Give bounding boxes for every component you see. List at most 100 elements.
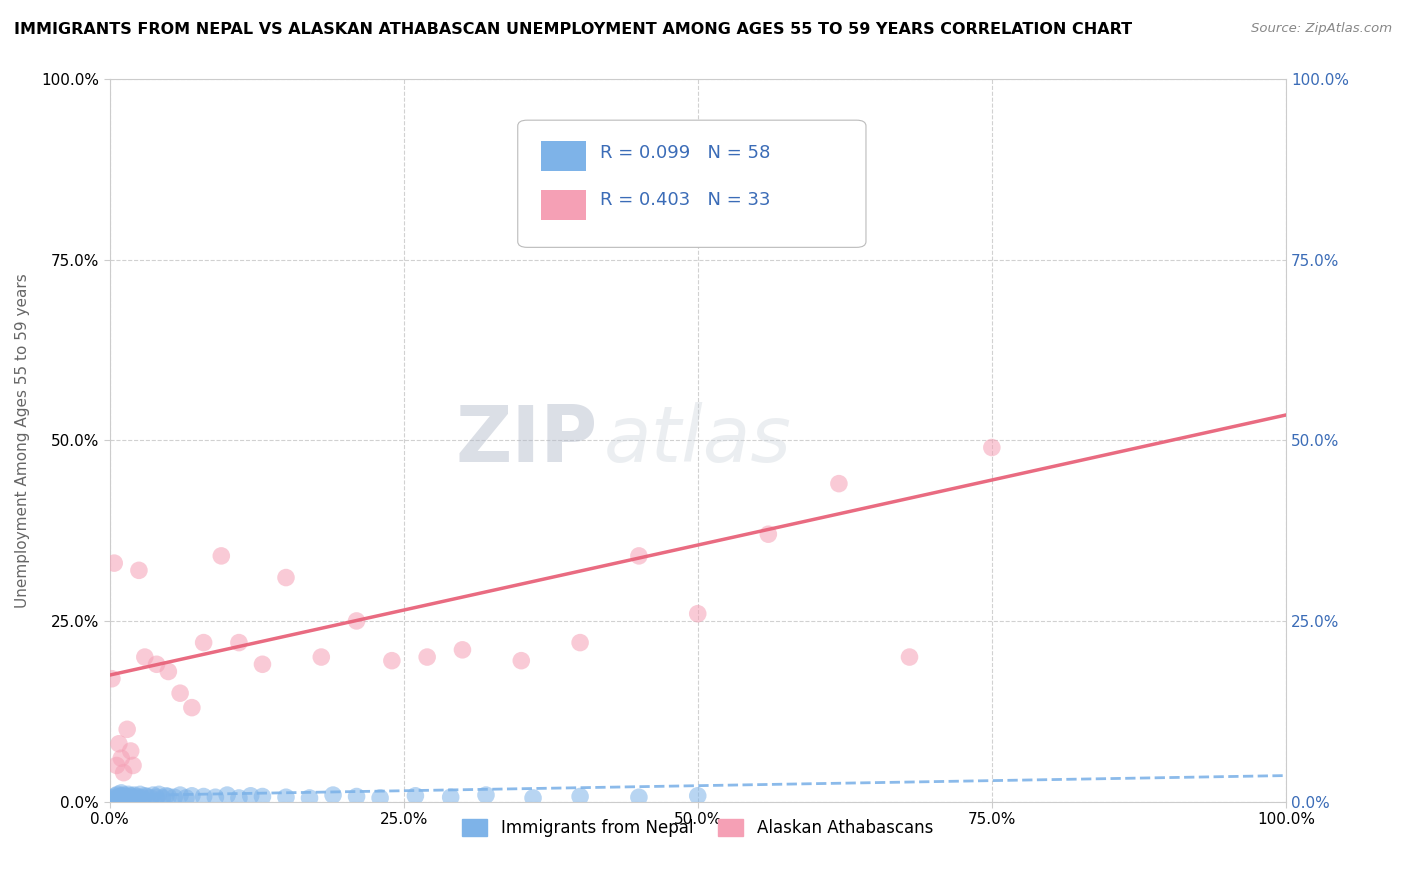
Point <box>204 790 226 805</box>
Point <box>107 788 129 802</box>
Point <box>117 788 139 802</box>
Point <box>381 654 404 668</box>
Point <box>122 791 145 805</box>
Point <box>142 788 165 802</box>
Point <box>110 751 132 765</box>
Point <box>274 790 297 805</box>
Point <box>180 789 202 803</box>
Point <box>108 791 131 805</box>
Point <box>134 650 156 665</box>
Point <box>209 549 232 563</box>
Point <box>163 790 186 805</box>
Text: ZIP: ZIP <box>456 402 598 478</box>
Point <box>322 788 344 802</box>
Point <box>112 788 135 802</box>
Text: R = 0.099   N = 58: R = 0.099 N = 58 <box>600 144 770 161</box>
Point <box>451 643 474 657</box>
Point <box>118 790 141 805</box>
Point <box>101 672 124 686</box>
Point <box>110 789 132 803</box>
Point <box>180 700 202 714</box>
Point <box>152 791 174 805</box>
Point <box>139 791 162 805</box>
Point <box>120 744 142 758</box>
Text: R = 0.403   N = 33: R = 0.403 N = 33 <box>600 192 770 210</box>
Text: Source: ZipAtlas.com: Source: ZipAtlas.com <box>1251 22 1392 36</box>
Legend: Immigrants from Nepal, Alaskan Athabascans: Immigrants from Nepal, Alaskan Athabasca… <box>456 813 939 844</box>
Point <box>475 788 498 802</box>
Point <box>274 571 297 585</box>
Point <box>125 791 148 805</box>
Point <box>898 650 921 665</box>
Point <box>522 791 544 805</box>
Point <box>228 635 250 649</box>
Point <box>416 650 439 665</box>
Point <box>217 788 239 802</box>
Bar <box>541 141 586 171</box>
Point <box>252 657 274 672</box>
Point <box>228 791 250 805</box>
Point <box>169 788 191 802</box>
Point <box>569 635 592 649</box>
Point <box>128 790 150 805</box>
Point <box>103 556 125 570</box>
Point <box>686 607 709 621</box>
Point <box>111 790 134 805</box>
Point <box>128 563 150 577</box>
Point <box>105 758 128 772</box>
FancyBboxPatch shape <box>517 120 866 247</box>
Point <box>239 789 262 803</box>
Point <box>108 737 131 751</box>
Point <box>107 791 129 805</box>
Point <box>155 789 177 803</box>
Text: atlas: atlas <box>603 402 792 478</box>
Point <box>115 791 138 805</box>
Point <box>311 650 333 665</box>
Point <box>169 686 191 700</box>
Point <box>110 786 132 800</box>
Point <box>756 527 779 541</box>
Bar <box>541 190 586 220</box>
Point <box>298 791 321 805</box>
Point <box>346 789 368 804</box>
Point <box>193 789 215 804</box>
Point <box>980 441 1002 455</box>
Point <box>101 791 124 805</box>
Text: IMMIGRANTS FROM NEPAL VS ALASKAN ATHABASCAN UNEMPLOYMENT AMONG AGES 55 TO 59 YEA: IMMIGRANTS FROM NEPAL VS ALASKAN ATHABAS… <box>14 22 1132 37</box>
Point <box>148 788 170 802</box>
Point <box>157 665 180 679</box>
Point <box>569 789 592 804</box>
Point <box>112 765 135 780</box>
Point <box>404 789 426 803</box>
Point <box>122 758 145 772</box>
Point <box>627 549 650 563</box>
Point <box>157 789 180 804</box>
Point <box>114 791 136 805</box>
Point <box>252 789 274 804</box>
Point <box>115 789 138 804</box>
Point <box>686 789 709 803</box>
Point <box>120 789 142 803</box>
Point <box>136 789 159 804</box>
Point <box>145 657 167 672</box>
Point <box>627 790 650 805</box>
Point <box>124 789 146 804</box>
Point <box>440 790 463 805</box>
Point <box>193 635 215 649</box>
Point <box>108 789 131 804</box>
Point <box>105 792 128 806</box>
Point <box>346 614 368 628</box>
Point <box>104 790 127 805</box>
Point <box>368 791 391 805</box>
Y-axis label: Unemployment Among Ages 55 to 59 years: Unemployment Among Ages 55 to 59 years <box>15 273 30 607</box>
Point <box>129 788 152 802</box>
Point <box>122 788 145 802</box>
Point <box>828 476 851 491</box>
Point <box>134 789 156 803</box>
Point <box>104 789 127 803</box>
Point <box>145 790 167 805</box>
Point <box>103 793 125 807</box>
Point <box>115 723 138 737</box>
Point <box>174 791 197 805</box>
Point <box>131 791 153 805</box>
